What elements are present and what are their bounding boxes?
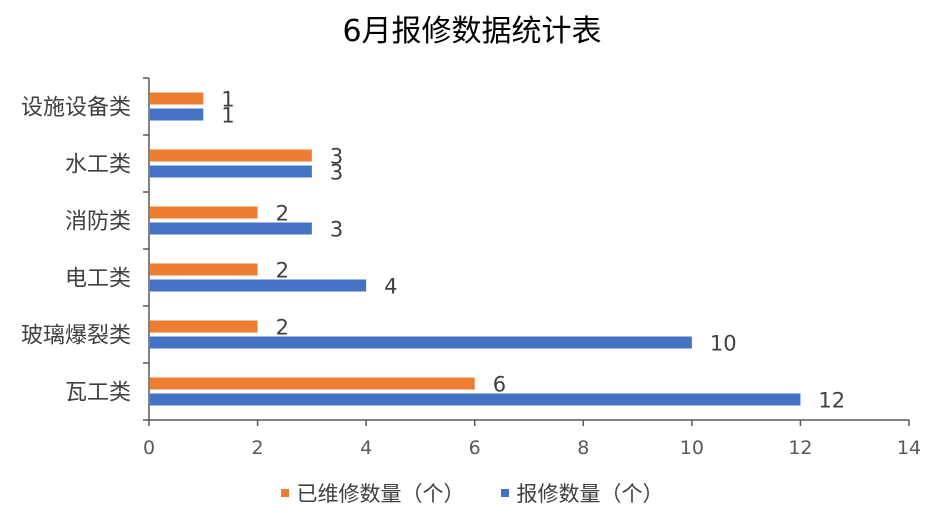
data-label: 3: [330, 145, 343, 169]
bar-repaired: [150, 92, 204, 105]
legend: 已维修数量（个） 报修数量（个）: [0, 478, 944, 508]
chart-title: 6月报修数据统计表: [342, 14, 602, 49]
category-label: 水工类: [65, 153, 131, 178]
data-label: 2: [276, 259, 289, 283]
legend-label: 报修数量（个）: [516, 482, 664, 506]
category-label: 设施设备类: [21, 96, 131, 121]
bar-reported: [150, 279, 367, 292]
x-tick-label: 0: [143, 437, 155, 459]
bars: [150, 92, 801, 406]
category-label: 玻璃爆裂类: [21, 324, 131, 349]
data-label: 10: [710, 332, 737, 356]
bar-repaired: [150, 149, 312, 162]
category-label: 消防类: [65, 210, 131, 235]
bar-reported: [150, 165, 312, 178]
x-tick-label: 14: [897, 437, 921, 459]
data-label: 1: [221, 104, 234, 128]
x-tick-label: 10: [680, 437, 704, 459]
bar-reported: [150, 222, 312, 235]
bar-reported: [150, 393, 801, 406]
x-tick-label: 2: [252, 437, 264, 459]
x-tick-label: 12: [788, 437, 812, 459]
data-label: 2: [276, 202, 289, 226]
data-label: 6: [493, 373, 506, 397]
bar-repaired: [150, 206, 258, 219]
bar-reported: [150, 108, 204, 121]
legend-label: 已维修数量（个）: [296, 482, 465, 506]
legend-swatch: [500, 489, 509, 497]
legend-item: 报修数量（个）: [500, 478, 664, 508]
category-label: 电工类: [65, 267, 131, 292]
legend-item: 已维修数量（个）: [280, 478, 465, 508]
legend-swatch: [280, 489, 289, 497]
axes: [143, 77, 910, 426]
bar-repaired: [150, 263, 258, 276]
data-label: 3: [330, 161, 343, 185]
bar-repaired: [150, 377, 475, 390]
data-label: 1: [221, 88, 234, 112]
x-tick-label: 6: [469, 437, 481, 459]
bar-repaired: [150, 320, 258, 333]
data-label: 4: [384, 275, 397, 299]
data-label: 3: [330, 218, 343, 242]
bar-reported: [150, 336, 692, 349]
x-tick-label: 4: [360, 437, 372, 459]
category-label: 瓦工类: [65, 381, 131, 406]
data-label: 2: [276, 316, 289, 340]
x-tick-label: 8: [577, 437, 589, 459]
data-label: 12: [818, 389, 845, 413]
